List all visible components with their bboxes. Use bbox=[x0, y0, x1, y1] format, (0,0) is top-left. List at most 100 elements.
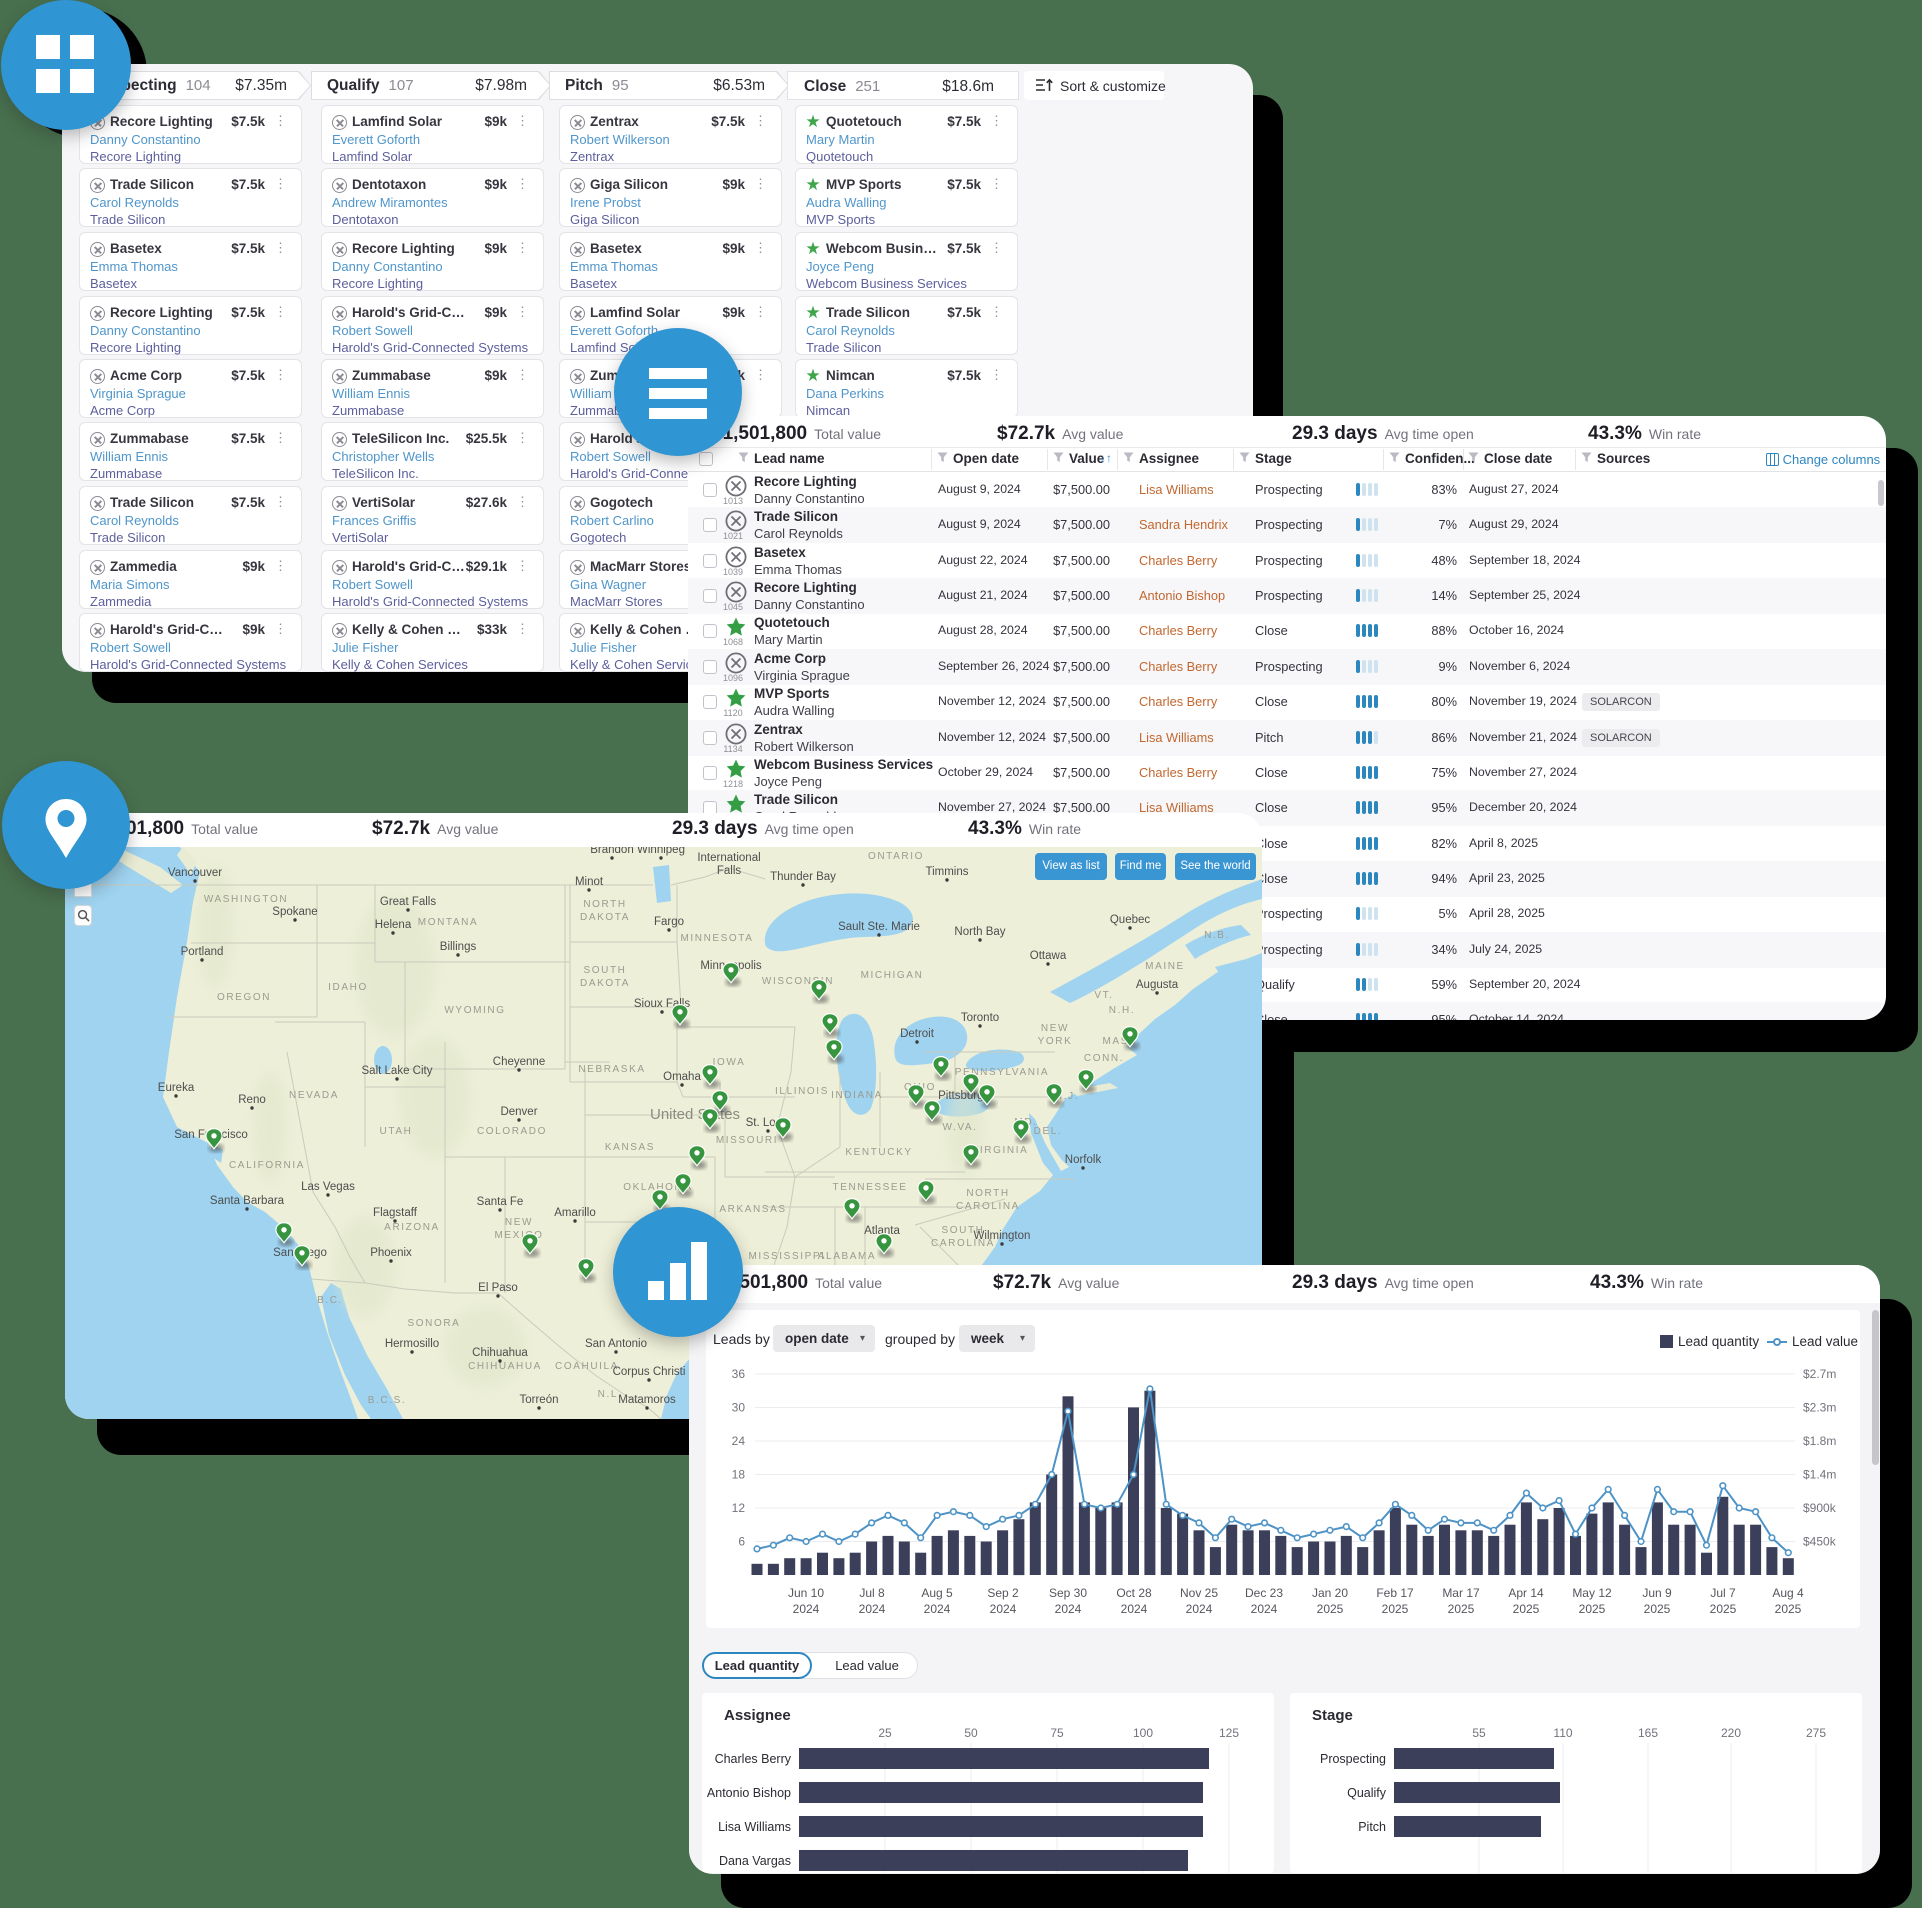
svg-text:2025: 2025 bbox=[1644, 1602, 1671, 1616]
svg-text:CALIFORNIA: CALIFORNIA bbox=[229, 1160, 305, 1171]
svg-text:IOWA: IOWA bbox=[713, 1057, 746, 1068]
svg-text:Omaha: Omaha bbox=[663, 1071, 701, 1083]
svg-text:2025: 2025 bbox=[1710, 1602, 1737, 1616]
svg-text:CHIHUAHUA: CHIHUAHUA bbox=[468, 1361, 542, 1372]
svg-text:$900k: $900k bbox=[1803, 1501, 1837, 1515]
svg-text:36: 36 bbox=[732, 1367, 746, 1381]
svg-text:May 12: May 12 bbox=[1572, 1586, 1612, 1600]
svg-text:CONN.: CONN. bbox=[1084, 1053, 1124, 1064]
svg-text:Falls: Falls bbox=[717, 865, 742, 877]
svg-text:INDIANA: INDIANA bbox=[831, 1090, 883, 1101]
svg-text:Sep 30: Sep 30 bbox=[1049, 1586, 1087, 1600]
svg-text:N.J.: N.J. bbox=[1055, 1091, 1079, 1102]
svg-text:SOUTH: SOUTH bbox=[584, 965, 627, 976]
svg-text:Corpus Christi: Corpus Christi bbox=[613, 1366, 686, 1378]
svg-text:YORK: YORK bbox=[1038, 1036, 1073, 1047]
svg-text:N.L.: N.L. bbox=[598, 1389, 623, 1400]
svg-text:$1.8m: $1.8m bbox=[1803, 1434, 1836, 1448]
svg-text:110: 110 bbox=[1553, 1726, 1572, 1740]
svg-text:NEW: NEW bbox=[1041, 1023, 1069, 1034]
svg-text:12: 12 bbox=[732, 1501, 746, 1515]
svg-text:Amarillo: Amarillo bbox=[554, 1207, 596, 1219]
svg-text:Chihuahua: Chihuahua bbox=[472, 1347, 528, 1359]
svg-text:UTAH: UTAH bbox=[380, 1126, 413, 1137]
svg-text:MAINE: MAINE bbox=[1145, 961, 1185, 972]
svg-text:MINNESOTA: MINNESOTA bbox=[680, 933, 753, 944]
svg-text:2024: 2024 bbox=[1055, 1602, 1082, 1616]
svg-text:SOUTH: SOUTH bbox=[942, 1225, 985, 1236]
svg-text:2024: 2024 bbox=[793, 1602, 820, 1616]
svg-text:Feb 17: Feb 17 bbox=[1376, 1586, 1414, 1600]
svg-text:Pitch: Pitch bbox=[1358, 1820, 1386, 1834]
svg-text:MEXICO: MEXICO bbox=[494, 1230, 543, 1241]
svg-text:PENNSYLVANIA: PENNSYLVANIA bbox=[955, 1067, 1049, 1078]
svg-text:Dec 23: Dec 23 bbox=[1245, 1586, 1283, 1600]
svg-text:$2.3m: $2.3m bbox=[1803, 1401, 1836, 1415]
svg-text:Phoenix: Phoenix bbox=[370, 1247, 412, 1259]
svg-text:165: 165 bbox=[1638, 1726, 1658, 1740]
svg-text:Hermosillo: Hermosillo bbox=[385, 1338, 439, 1350]
svg-text:Atlanta: Atlanta bbox=[864, 1225, 900, 1237]
svg-text:Nov 25: Nov 25 bbox=[1180, 1586, 1218, 1600]
svg-text:NEBRASKA: NEBRASKA bbox=[578, 1064, 645, 1075]
svg-text:MISSISSIPPI: MISSISSIPPI bbox=[748, 1251, 825, 1262]
svg-text:2024: 2024 bbox=[924, 1602, 951, 1616]
svg-text:Thunder Bay: Thunder Bay bbox=[770, 871, 836, 883]
svg-text:Brandon: Brandon bbox=[590, 847, 633, 856]
svg-text:DEL.: DEL. bbox=[1034, 1126, 1063, 1137]
svg-text:North Bay: North Bay bbox=[954, 926, 1005, 938]
svg-text:Prospecting: Prospecting bbox=[1320, 1752, 1386, 1766]
svg-text:International: International bbox=[697, 852, 760, 864]
svg-text:Sep 2: Sep 2 bbox=[987, 1586, 1019, 1600]
svg-text:Great Falls: Great Falls bbox=[380, 896, 436, 908]
svg-text:Ottawa: Ottawa bbox=[1030, 950, 1067, 962]
svg-text:Winnipeg: Winnipeg bbox=[637, 847, 685, 856]
svg-text:VIRGINIA: VIRGINIA bbox=[972, 1145, 1029, 1156]
svg-text:Toronto: Toronto bbox=[961, 1012, 999, 1024]
svg-text:Dana Vargas: Dana Vargas bbox=[719, 1854, 791, 1868]
svg-text:Oct 28: Oct 28 bbox=[1116, 1586, 1152, 1600]
svg-text:SONORA: SONORA bbox=[408, 1318, 461, 1329]
svg-text:75: 75 bbox=[1050, 1726, 1064, 1740]
svg-text:NORTH: NORTH bbox=[966, 1188, 1009, 1199]
svg-text:Antonio Bishop: Antonio Bishop bbox=[707, 1786, 791, 1800]
svg-text:Mar 17: Mar 17 bbox=[1442, 1586, 1480, 1600]
svg-text:Jul 8: Jul 8 bbox=[859, 1586, 885, 1600]
svg-text:MASS.: MASS. bbox=[1102, 1036, 1141, 1047]
svg-text:Aug 5: Aug 5 bbox=[921, 1586, 953, 1600]
svg-text:WASHINGTON: WASHINGTON bbox=[204, 894, 288, 905]
svg-text:2024: 2024 bbox=[1251, 1602, 1278, 1616]
svg-text:Vancouver: Vancouver bbox=[168, 867, 222, 879]
svg-text:El Paso: El Paso bbox=[478, 1282, 518, 1294]
svg-text:San Antonio: San Antonio bbox=[585, 1338, 647, 1350]
svg-text:Helena: Helena bbox=[375, 919, 412, 931]
svg-text:Denver: Denver bbox=[500, 1106, 537, 1118]
svg-text:VT.: VT. bbox=[1094, 990, 1113, 1001]
svg-text:WYOMING: WYOMING bbox=[444, 1005, 505, 1016]
svg-text:KENTUCKY: KENTUCKY bbox=[845, 1147, 912, 1158]
svg-text:2024: 2024 bbox=[1121, 1602, 1148, 1616]
svg-text:Santa Fe: Santa Fe bbox=[477, 1196, 524, 1208]
svg-text:24: 24 bbox=[732, 1434, 746, 1448]
svg-text:2025: 2025 bbox=[1775, 1602, 1802, 1616]
svg-text:Santa Barbara: Santa Barbara bbox=[210, 1195, 285, 1207]
svg-text:Wilmington: Wilmington bbox=[974, 1230, 1031, 1242]
svg-text:ILLINOIS: ILLINOIS bbox=[775, 1086, 829, 1097]
svg-text:N.B.: N.B. bbox=[1204, 930, 1230, 941]
svg-text:Charles Berry: Charles Berry bbox=[715, 1752, 792, 1766]
svg-text:275: 275 bbox=[1806, 1726, 1826, 1740]
svg-text:Flagstaff: Flagstaff bbox=[373, 1207, 418, 1219]
svg-text:220: 220 bbox=[1721, 1726, 1741, 1740]
svg-text:CAROLINA: CAROLINA bbox=[956, 1201, 1020, 1212]
svg-text:OREGON: OREGON bbox=[217, 992, 271, 1003]
svg-text:KANSAS: KANSAS bbox=[605, 1142, 655, 1153]
svg-text:ONTARIO: ONTARIO bbox=[868, 851, 924, 862]
svg-text:Jan 20: Jan 20 bbox=[1312, 1586, 1348, 1600]
svg-text:ARKANSAS: ARKANSAS bbox=[719, 1204, 786, 1215]
svg-text:Minot: Minot bbox=[575, 876, 604, 888]
svg-text:Qualify: Qualify bbox=[1347, 1786, 1387, 1800]
svg-text:2025: 2025 bbox=[1448, 1602, 1475, 1616]
svg-text:2025: 2025 bbox=[1382, 1602, 1409, 1616]
svg-text:2025: 2025 bbox=[1579, 1602, 1606, 1616]
svg-text:2025: 2025 bbox=[1513, 1602, 1540, 1616]
